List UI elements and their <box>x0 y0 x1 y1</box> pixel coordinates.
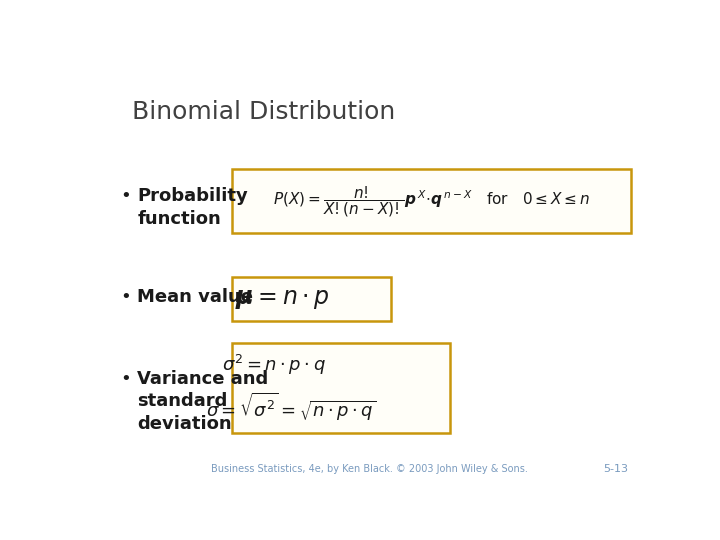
FancyBboxPatch shape <box>233 277 392 321</box>
FancyBboxPatch shape <box>233 168 631 233</box>
Text: 5-13: 5-13 <box>603 464 629 474</box>
Text: $P(X)=\dfrac{n!}{X!(n-X)!}\boldsymbol{p}^{\,X}\!\cdot\!\boldsymbol{q}^{\,n-X}\qu: $P(X)=\dfrac{n!}{X!(n-X)!}\boldsymbol{p}… <box>273 184 590 219</box>
Text: Business Statistics, 4e, by Ken Black. © 2003 John Wiley & Sons.: Business Statistics, 4e, by Ken Black. ©… <box>210 464 528 474</box>
Text: •: • <box>121 369 132 388</box>
Text: $\sigma=\sqrt{\sigma^2}=\sqrt{n\cdot p\cdot q}$: $\sigma=\sqrt{\sigma^2}=\sqrt{n\cdot p\c… <box>206 390 376 423</box>
Text: •: • <box>121 187 132 205</box>
Text: $\sigma^2=n\cdot p\cdot q$: $\sigma^2=n\cdot p\cdot q$ <box>222 353 326 377</box>
Text: Variance and
standard
deviation: Variance and standard deviation <box>138 369 269 434</box>
Text: Probability
function: Probability function <box>138 187 248 227</box>
Text: Binomial Distribution: Binomial Distribution <box>132 100 395 124</box>
Text: Mean value: Mean value <box>138 288 253 306</box>
FancyBboxPatch shape <box>233 343 450 433</box>
Text: •: • <box>121 288 132 306</box>
Text: $\boldsymbol{\mu}=n\cdot p$: $\boldsymbol{\mu}=n\cdot p$ <box>235 287 330 311</box>
